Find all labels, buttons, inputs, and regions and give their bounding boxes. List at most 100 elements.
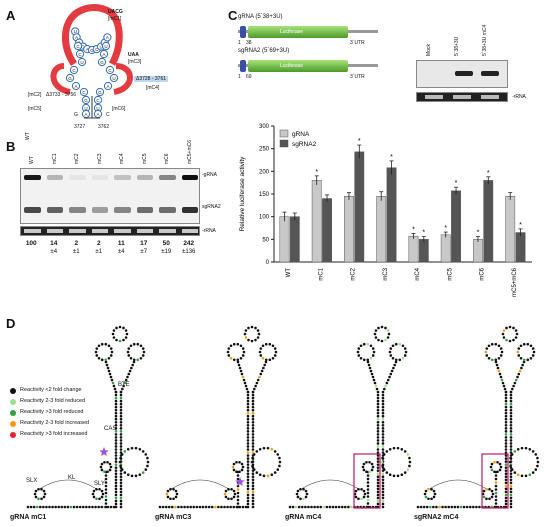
- structure-dot: [246, 493, 250, 497]
- structure-dot: [42, 505, 45, 509]
- structure-dot: [534, 468, 538, 471]
- structure-dot: [246, 460, 250, 463]
- structure-dot: [375, 387, 379, 391]
- uacg-label: UACG: [108, 9, 123, 15]
- structure-dot: [118, 339, 122, 343]
- structure-dot: [263, 363, 267, 367]
- structure-dot: [509, 393, 513, 397]
- structure-dot: [422, 505, 426, 509]
- structure-dot: [302, 497, 305, 501]
- structure-dot: [531, 347, 535, 350]
- structure-dot: [381, 505, 385, 509]
- structure-dot: [259, 372, 263, 376]
- blot-value: 50: [162, 240, 170, 247]
- structure-dot: [374, 384, 378, 388]
- structure-dot: [376, 463, 380, 466]
- structure-dot: [376, 399, 380, 403]
- structure-dot: [100, 462, 104, 466]
- y-tick-label: 50: [262, 237, 269, 243]
- structure-dot: [509, 502, 513, 506]
- uaa-label: UAA: [128, 52, 139, 58]
- bar-grna: [440, 234, 451, 263]
- structure-dot: [350, 505, 353, 509]
- structure-dot: [381, 493, 385, 497]
- mc3-label: [mC3]: [128, 59, 142, 65]
- structure-dot: [119, 442, 123, 445]
- structure-dot: [97, 344, 101, 348]
- structure-dot: [100, 358, 104, 362]
- structure-dot: [376, 478, 380, 482]
- structure-dot: [97, 356, 101, 360]
- structure-dot: [132, 360, 136, 364]
- structure-dot: [509, 448, 513, 451]
- structure-dot: [494, 360, 498, 364]
- structure-dot: [227, 497, 230, 501]
- structure-dot: [504, 463, 508, 466]
- structure-dot: [97, 505, 100, 509]
- structure-dot: [118, 325, 122, 329]
- structure-dot: [509, 399, 513, 403]
- structure-dot: [114, 466, 118, 469]
- structure-dot: [504, 496, 508, 500]
- structure-dot: [370, 468, 374, 472]
- structure-dot: [121, 387, 124, 391]
- structure-dot: [114, 439, 118, 442]
- structure-dot: [370, 372, 374, 376]
- structure-dot: [161, 505, 165, 509]
- nucleotide-letter: U: [99, 44, 102, 49]
- structure-dot: [403, 471, 407, 474]
- construct-2-name: sgRNA2 (5´69+3U): [238, 48, 290, 54]
- structure-dot: [504, 487, 508, 491]
- structure-dot: [119, 464, 122, 468]
- slx-label: SLX: [26, 478, 38, 484]
- blot-error: ±1: [72, 249, 80, 255]
- structure-dot: [456, 505, 460, 509]
- structure-dot: [504, 502, 508, 506]
- structure-dot: [138, 473, 142, 477]
- structure-dot: [63, 505, 67, 509]
- structure-dot: [100, 468, 104, 472]
- structure-dot: [376, 466, 380, 469]
- structure-dot: [471, 505, 475, 509]
- structure-dot: [359, 344, 363, 348]
- structure-dot: [384, 384, 387, 388]
- rrna-band: [114, 229, 131, 233]
- structure-dot: [124, 336, 128, 339]
- structure-dot: [251, 505, 255, 509]
- structure-dot: [376, 487, 380, 491]
- structure-dot: [238, 366, 242, 370]
- structure-dot: [366, 498, 370, 502]
- legend-label: gRNA: [292, 131, 310, 138]
- legend-text: Reactivity 2-3 fold increased: [20, 420, 90, 426]
- blot-error: ±4: [117, 249, 125, 255]
- structure-dot: [85, 505, 88, 509]
- structure-dot: [232, 489, 236, 493]
- structure-dot: [381, 502, 385, 506]
- structure-dot: [400, 447, 404, 451]
- structure-dot: [229, 356, 233, 360]
- structure-dot: [201, 505, 205, 509]
- structure-dot: [504, 484, 508, 488]
- structure-dot: [510, 453, 514, 456]
- structure-dot: [401, 356, 405, 360]
- blot-error: ±136: [182, 249, 196, 255]
- structure-dot: [447, 505, 451, 509]
- structure-dot: [246, 445, 250, 448]
- structure-dot: [531, 471, 535, 474]
- structure-dot: [498, 372, 502, 376]
- structure-dot: [126, 375, 129, 379]
- structure-dot: [509, 505, 513, 509]
- structure-dot: [509, 420, 513, 424]
- structure-dot: [224, 489, 228, 493]
- structure-dot: [251, 472, 255, 476]
- structure-dot: [251, 402, 255, 406]
- structure-dot: [114, 430, 118, 433]
- structure-dot: [357, 497, 360, 501]
- structure-dot: [490, 495, 494, 499]
- structure-dot: [236, 474, 240, 477]
- structure-dot: [114, 408, 118, 412]
- structure-dot: [207, 505, 211, 509]
- structure-dot: [226, 350, 230, 354]
- structure-dot: [386, 336, 390, 339]
- structure-dot: [381, 481, 385, 485]
